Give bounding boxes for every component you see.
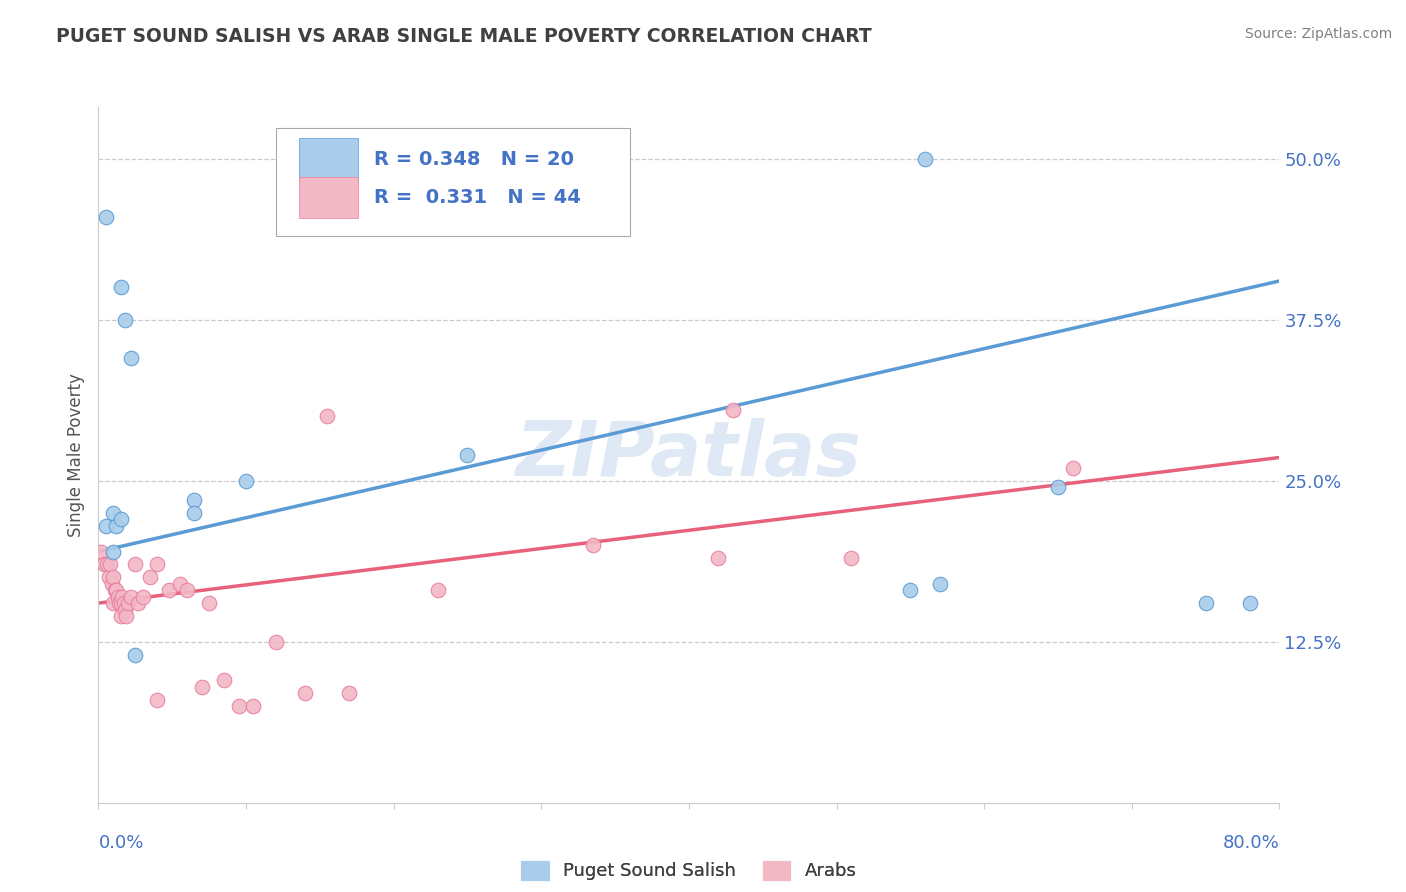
- Point: [112, 596, 135, 610]
- Point: [316, 409, 339, 424]
- Point: [103, 506, 125, 520]
- Point: [242, 699, 264, 714]
- Point: [157, 583, 180, 598]
- FancyBboxPatch shape: [299, 138, 359, 180]
- Text: 0.0%: 0.0%: [98, 834, 143, 852]
- Point: [111, 590, 134, 604]
- Point: [198, 596, 221, 610]
- Point: [127, 596, 149, 610]
- Point: [427, 583, 450, 598]
- Point: [90, 544, 112, 558]
- Point: [117, 596, 139, 610]
- Point: [97, 570, 120, 584]
- Point: [1195, 596, 1218, 610]
- Point: [108, 596, 131, 610]
- Point: [103, 596, 125, 610]
- Point: [183, 493, 205, 508]
- Point: [176, 583, 198, 598]
- Point: [105, 518, 128, 533]
- Text: PUGET SOUND SALISH VS ARAB SINGLE MALE POVERTY CORRELATION CHART: PUGET SOUND SALISH VS ARAB SINGLE MALE P…: [56, 27, 872, 45]
- Point: [124, 648, 146, 662]
- Point: [114, 602, 136, 616]
- Point: [103, 570, 125, 584]
- Point: [582, 538, 605, 552]
- Legend: Puget Sound Salish, Arabs: Puget Sound Salish, Arabs: [515, 854, 863, 888]
- Point: [107, 590, 129, 604]
- Point: [120, 351, 142, 366]
- Point: [93, 558, 115, 572]
- Point: [124, 558, 146, 572]
- Point: [1239, 596, 1261, 610]
- Point: [94, 518, 117, 533]
- Point: [110, 512, 132, 526]
- Text: 80.0%: 80.0%: [1223, 834, 1279, 852]
- Point: [103, 544, 125, 558]
- Point: [120, 590, 142, 604]
- Point: [110, 280, 132, 294]
- Point: [183, 506, 205, 520]
- Point: [914, 152, 936, 166]
- Point: [115, 609, 138, 624]
- Point: [928, 576, 950, 591]
- Point: [94, 210, 117, 224]
- Text: Source: ZipAtlas.com: Source: ZipAtlas.com: [1244, 27, 1392, 41]
- Point: [114, 312, 136, 326]
- Point: [96, 558, 118, 572]
- Point: [110, 596, 132, 610]
- Point: [264, 634, 287, 648]
- Text: ZIPatlas: ZIPatlas: [516, 418, 862, 491]
- Point: [105, 583, 128, 598]
- Point: [191, 680, 214, 694]
- Text: R = 0.348   N = 20: R = 0.348 N = 20: [374, 150, 574, 169]
- Point: [146, 558, 169, 572]
- Point: [169, 576, 191, 591]
- FancyBboxPatch shape: [299, 177, 359, 219]
- Point: [1062, 460, 1084, 475]
- Point: [228, 699, 250, 714]
- Point: [839, 551, 862, 566]
- Point: [337, 686, 360, 700]
- Point: [100, 576, 122, 591]
- FancyBboxPatch shape: [276, 128, 630, 235]
- Point: [900, 583, 922, 598]
- Point: [146, 692, 169, 706]
- Point: [98, 558, 121, 572]
- Point: [110, 609, 132, 624]
- Point: [707, 551, 730, 566]
- Y-axis label: Single Male Poverty: Single Male Poverty: [66, 373, 84, 537]
- Point: [294, 686, 316, 700]
- Point: [456, 448, 478, 462]
- Point: [132, 590, 155, 604]
- Point: [235, 474, 257, 488]
- Text: R =  0.331   N = 44: R = 0.331 N = 44: [374, 188, 581, 207]
- Point: [212, 673, 235, 688]
- Point: [139, 570, 162, 584]
- Point: [104, 583, 127, 598]
- Point: [1046, 480, 1069, 494]
- Point: [721, 402, 744, 417]
